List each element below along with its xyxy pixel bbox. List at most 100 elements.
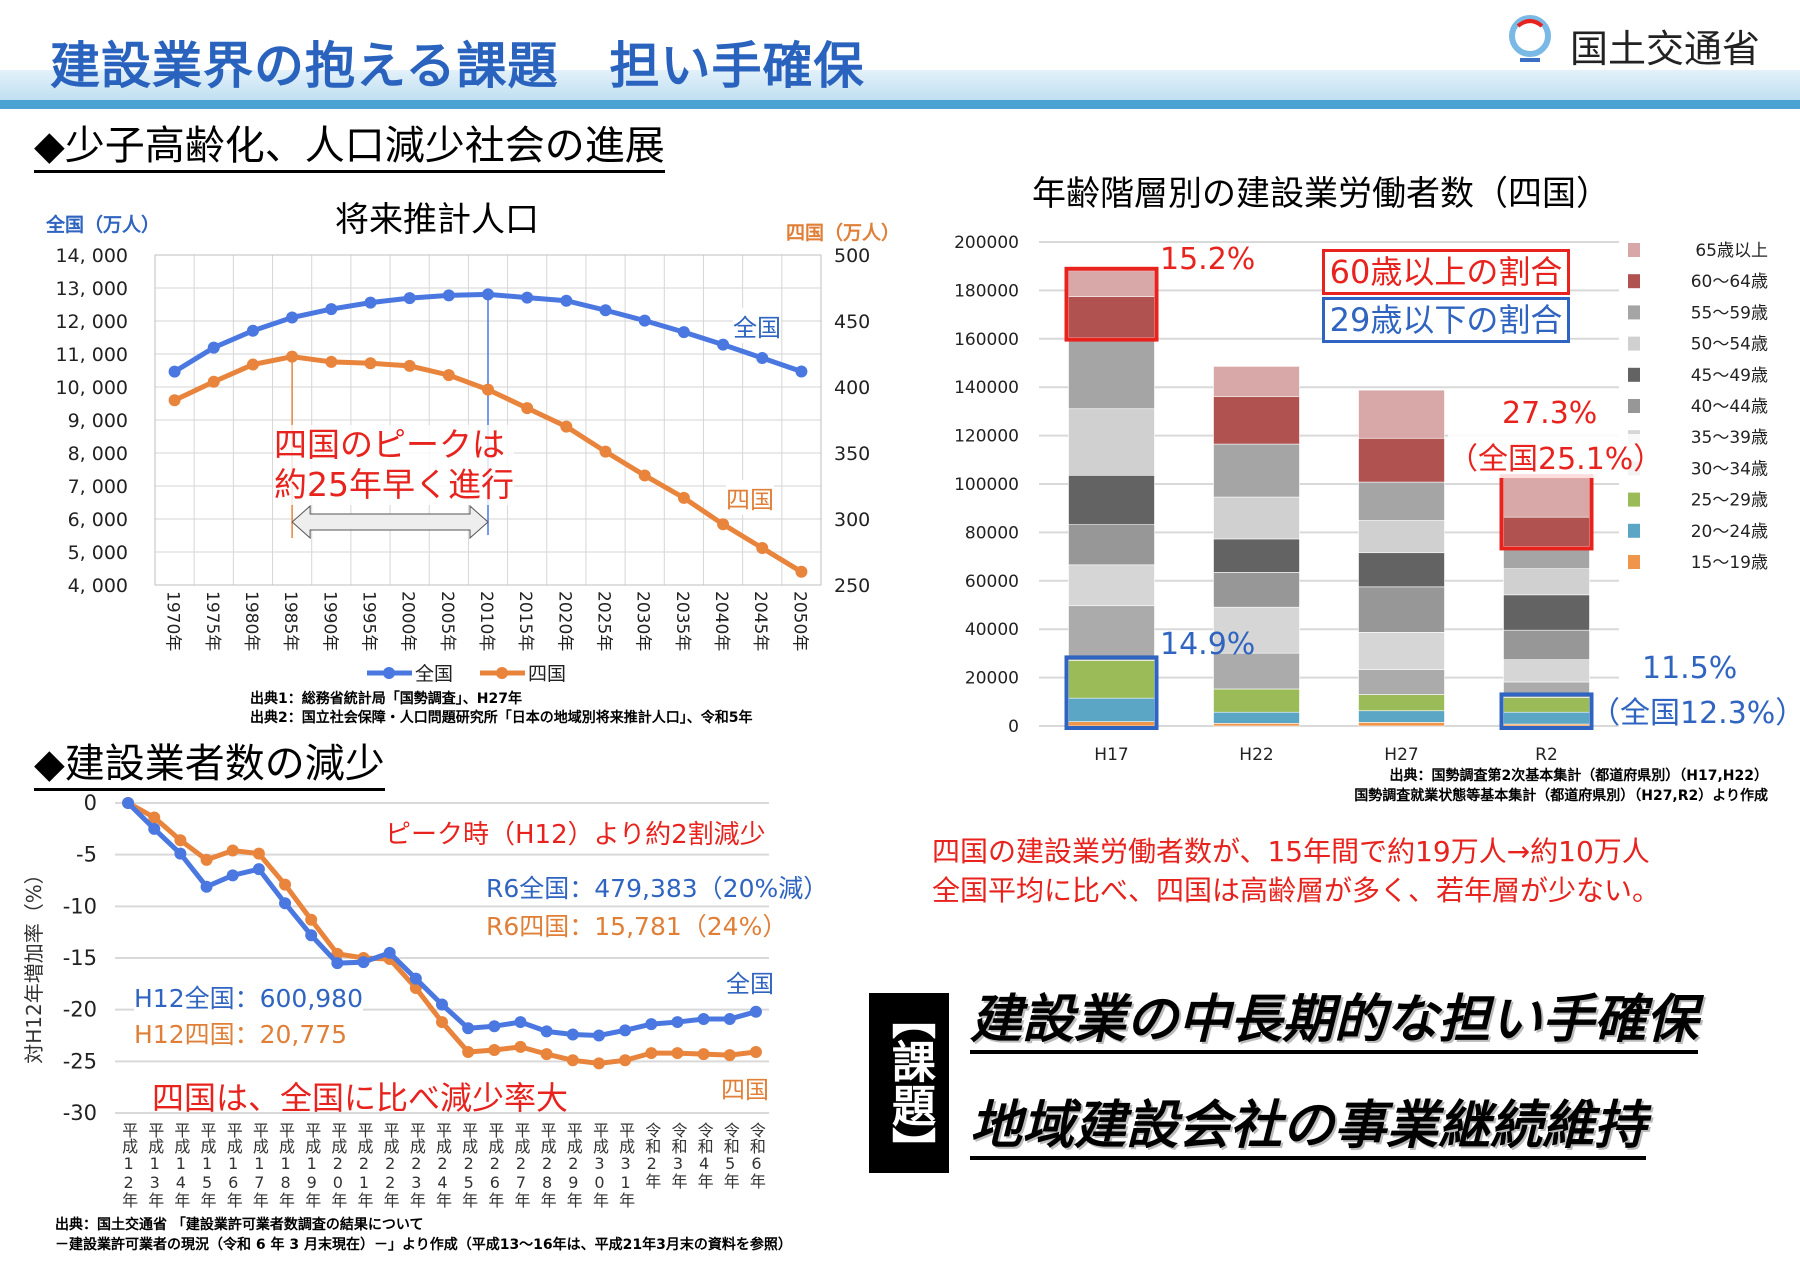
data-point bbox=[246, 324, 259, 337]
left-tick-label: 9, 000 bbox=[68, 410, 128, 432]
left-tick-label: 14, 000 bbox=[55, 245, 128, 267]
peak-decline-note: ピーク時（H12）より約2割減少 bbox=[385, 820, 766, 850]
bar-segment bbox=[1213, 723, 1300, 727]
bar-segment bbox=[1068, 337, 1155, 410]
data-point bbox=[795, 365, 808, 378]
double-arrow-icon bbox=[291, 504, 489, 540]
y-tick-label: 40000 bbox=[965, 620, 1019, 640]
y-tick-label: -25 bbox=[63, 1049, 97, 1073]
x-tick-label: 1985年 bbox=[280, 591, 300, 651]
data-point bbox=[286, 350, 299, 363]
data-point bbox=[403, 292, 416, 305]
data-point bbox=[200, 853, 213, 866]
data-point bbox=[592, 1029, 605, 1042]
data-point bbox=[482, 288, 494, 301]
page-title: 建設業界の抱える課題 担い手確保 bbox=[50, 37, 865, 95]
right-axis-unit: 四国（万人） bbox=[786, 222, 901, 244]
data-point bbox=[795, 565, 808, 578]
r2-60-national: （全国25.1%） bbox=[1448, 434, 1664, 478]
y-tick-label: -5 bbox=[76, 843, 97, 867]
data-point bbox=[697, 1048, 710, 1061]
x-tick-label: 1970年 bbox=[163, 591, 183, 651]
bar-segment bbox=[1213, 572, 1300, 608]
data-point bbox=[645, 1047, 658, 1060]
data-point bbox=[325, 303, 338, 316]
data-point bbox=[488, 1043, 501, 1056]
data-point bbox=[442, 289, 455, 302]
x-tick-label: 令和5年 bbox=[720, 1122, 740, 1189]
box-60-plus: 60歳以上の割合 bbox=[1322, 249, 1570, 295]
data-point bbox=[599, 445, 612, 458]
x-tick-label: 2005年 bbox=[437, 591, 457, 651]
section-heading-firms: ◆建設業者数の減少 bbox=[34, 740, 385, 791]
section-heading-population: ◆少子高齢化、人口減少社会の進展 bbox=[34, 122, 665, 173]
x-tick-label: 1995年 bbox=[358, 591, 378, 651]
x-tick-label: 令和3年 bbox=[668, 1122, 688, 1189]
x-tick-label: 平成12年 bbox=[119, 1122, 139, 1208]
bar-segment bbox=[1068, 605, 1155, 661]
left-tick-label: 7, 000 bbox=[68, 476, 128, 498]
x-tick-label: 平成17年 bbox=[249, 1122, 269, 1208]
r6-shikoku-stat: R6四国：15,781（24%） bbox=[486, 912, 788, 941]
firms-y-axis-label: 対H12年増加率（%） bbox=[22, 864, 46, 1064]
data-point bbox=[677, 491, 690, 504]
data-point bbox=[756, 351, 769, 364]
legend-label: 55～59歳 bbox=[1691, 303, 1768, 323]
x-tick-label: 平成14年 bbox=[171, 1122, 191, 1208]
x-tick-label: 平成26年 bbox=[485, 1122, 505, 1208]
r2-29-share: 11.5% bbox=[1642, 651, 1738, 686]
data-point bbox=[279, 878, 292, 891]
legend-swatch bbox=[1628, 336, 1640, 351]
bar-segment bbox=[1213, 606, 1300, 654]
data-point bbox=[717, 518, 730, 531]
x-tick-label: 平成24年 bbox=[433, 1122, 452, 1208]
legend-label: 65歳以上 bbox=[1695, 241, 1768, 261]
y-tick-label: 60000 bbox=[965, 572, 1019, 592]
box-29-under: 29歳以下の割合 bbox=[1322, 297, 1570, 343]
x-tick-label: 平成15年 bbox=[197, 1122, 217, 1208]
data-point bbox=[697, 1012, 710, 1025]
x-tick-label: 1975年 bbox=[202, 591, 222, 651]
data-point bbox=[383, 946, 396, 959]
data-point bbox=[252, 863, 265, 876]
firms-conclusion: 四国は、全国に比べ減少率大 bbox=[152, 1079, 569, 1117]
left-tick-label: 4, 000 bbox=[68, 575, 128, 597]
bar-segment bbox=[1503, 659, 1590, 683]
data-point bbox=[436, 1016, 448, 1029]
series-label-zenkoku: 全国 bbox=[733, 308, 781, 343]
x-tick-label: 平成27年 bbox=[511, 1122, 531, 1208]
bar-segment bbox=[1068, 408, 1155, 476]
x-tick-label: H27 bbox=[1384, 745, 1418, 765]
bar-segment bbox=[1358, 520, 1445, 554]
data-point bbox=[148, 811, 161, 824]
legend-label: 35～39歳 bbox=[1691, 428, 1768, 448]
data-point bbox=[462, 1022, 475, 1035]
data-point bbox=[619, 1054, 632, 1067]
x-tick-label: 令和2年 bbox=[642, 1122, 662, 1189]
population-source-1: 出典1：総務省統計局「国勢調査」、H27年 bbox=[250, 691, 522, 707]
legend-swatch bbox=[1628, 367, 1640, 382]
legend-marker bbox=[383, 667, 395, 679]
x-tick-label: 2040年 bbox=[711, 591, 731, 651]
data-point bbox=[122, 797, 135, 809]
bar-segment bbox=[1358, 710, 1445, 723]
left-tick-label: 8, 000 bbox=[68, 443, 128, 465]
mlit-emblem-icon bbox=[1509, 15, 1551, 62]
bar-segment bbox=[1068, 564, 1155, 607]
header-rule bbox=[0, 100, 1800, 109]
data-point bbox=[200, 880, 213, 893]
x-tick-label: 平成30年 bbox=[589, 1122, 609, 1208]
data-point bbox=[592, 1057, 605, 1070]
kadai-label: 【課題】 bbox=[869, 993, 949, 1173]
bar-segment bbox=[1358, 694, 1445, 712]
bar-segment bbox=[1503, 516, 1590, 547]
bar-segment bbox=[1503, 477, 1590, 518]
data-point bbox=[462, 1046, 475, 1059]
peak-annotation-line2: 約25年早く進行 bbox=[274, 465, 514, 504]
logo-text: 国土交通省 bbox=[1570, 27, 1761, 71]
r2-60-share: 27.3% bbox=[1502, 396, 1598, 431]
x-tick-label: 令和6年 bbox=[746, 1122, 766, 1189]
bar-segment bbox=[1358, 722, 1445, 727]
y-tick-label: 0 bbox=[84, 791, 97, 815]
